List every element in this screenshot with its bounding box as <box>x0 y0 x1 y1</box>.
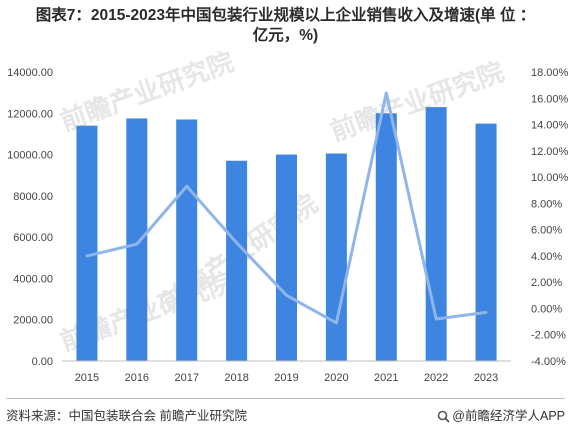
x-axis-tick-label: 2022 <box>424 372 448 384</box>
left-axis-tick-label: 0.00 <box>32 356 53 368</box>
x-axis: 2015 2016 2017 2018 2019 2020 2021 2022 2023 <box>62 360 511 384</box>
right-axis-tick-label: -4.00% <box>531 356 566 368</box>
left-axis-tick-label: 6000.00 <box>13 232 53 244</box>
brand-credit-text: @前瞻经济学人APP <box>452 409 565 423</box>
revenue-bar <box>226 160 248 361</box>
left-y-axis: 0.00 2000.00 4000.00 6000.00 8000.00 10000.00… <box>7 67 53 368</box>
chart-title: 图表7：2015-2023年中国包装行业规模以上企业销售收入及增速(单 位 ： … <box>6 6 565 46</box>
left-axis-tick-label: 4000.00 <box>13 273 53 285</box>
right-axis-tick-label: 14.00% <box>531 120 569 132</box>
right-axis-tick-label: 12.00% <box>531 146 569 158</box>
x-axis-tick-label: 2021 <box>374 372 398 384</box>
revenue-bar <box>176 119 198 361</box>
right-axis-tick-label: 6.00% <box>531 225 562 237</box>
revenue-bar <box>425 107 447 361</box>
brand-credit: @前瞻经济学人APP <box>437 405 565 424</box>
right-axis-tick-label: 10.00% <box>531 172 569 184</box>
right-axis-tick-label: 0.00% <box>531 303 562 315</box>
right-axis-tick-label: 16.00% <box>531 93 569 105</box>
source-note: 资料来源：中国包装联合会 前瞻产业研究院 <box>6 409 247 423</box>
right-axis-tick-label: 18.00% <box>531 67 569 79</box>
left-axis-tick-label: 12000.00 <box>7 108 53 120</box>
bar-series <box>76 107 497 362</box>
magnifier-icon <box>437 410 450 423</box>
right-axis-tick-label: -2.00% <box>531 330 566 342</box>
left-axis-tick-label: 8000.00 <box>13 191 53 203</box>
right-axis-tick-label: 2.00% <box>531 277 562 289</box>
x-axis-tick-label: 2016 <box>125 372 149 384</box>
x-axis-tick-label: 2020 <box>324 372 348 384</box>
revenue-bar <box>76 125 98 362</box>
chart-title-line-1: 图表7：2015-2023年中国包装行业规模以上企业销售收入及增速(单 位 ： <box>35 7 536 24</box>
x-axis-tick-label: 2015 <box>75 372 99 384</box>
revenue-bar <box>325 153 347 361</box>
x-axis-tick-label: 2019 <box>274 372 298 384</box>
revenue-bar <box>126 118 148 361</box>
right-y-axis: -4.00% -2.00% 0.00% 2.00% 4.00% 6.00% 8.00% 10.… <box>531 67 569 368</box>
right-axis-tick-label: 4.00% <box>531 251 562 263</box>
growth-line <box>85 91 488 325</box>
left-axis-tick-label: 14000.00 <box>7 67 53 79</box>
footer: 资料来源：中国包装联合会 前瞻产业研究院 @前瞻经济学人APP <box>6 402 565 424</box>
revenue-bar <box>375 113 397 362</box>
x-axis-tick-label: 2018 <box>224 372 248 384</box>
left-axis-tick-label: 10000.00 <box>7 150 53 162</box>
revenue-bar <box>475 123 497 361</box>
footer-divider <box>6 398 565 399</box>
chart-title-line-2: 亿元，%) <box>252 27 319 44</box>
revenue-bar <box>276 154 297 361</box>
x-axis-tick-label: 2023 <box>474 372 498 384</box>
right-axis-tick-label: 8.00% <box>531 198 562 210</box>
left-axis-tick-label: 2000.00 <box>13 315 53 327</box>
growth-line-series <box>85 91 488 325</box>
x-axis-tick-label: 2017 <box>174 372 198 384</box>
